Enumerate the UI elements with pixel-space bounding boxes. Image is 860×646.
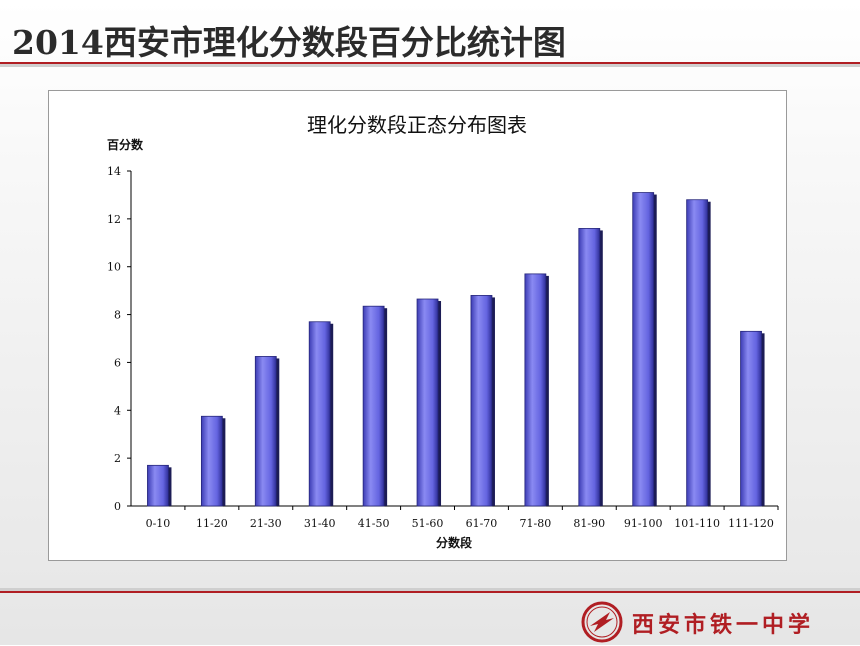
- x-tick-label: 11-20: [196, 517, 228, 530]
- x-axis-label: 分数段: [436, 535, 473, 550]
- slide-title: 2014西安市理化分数段百分比统计图: [12, 23, 566, 62]
- x-tick-label: 71-80: [520, 517, 552, 530]
- x-tick-label: 51-60: [412, 517, 444, 530]
- bar-61-70: [470, 295, 493, 507]
- chart-title: 理化分数段正态分布图表: [307, 113, 527, 137]
- y-tick-label: 12: [107, 213, 121, 226]
- y-tick-labels: 0 2 4 6 8 10 12 14: [107, 165, 121, 513]
- bar-51-60: [416, 298, 439, 507]
- x-tick-label: 91-100: [624, 517, 663, 530]
- footer-divider-grey: [0, 588, 860, 591]
- chart-bars: [147, 192, 765, 507]
- y-tick-label: 2: [114, 452, 121, 465]
- x-tick-label: 81-90: [573, 517, 605, 530]
- title-divider-grey: [0, 64, 860, 67]
- footer: 西安市铁一中学: [580, 598, 850, 646]
- title-divider-red: [0, 62, 860, 64]
- bar-111-120: [740, 330, 762, 507]
- bar-101-110: [686, 199, 709, 507]
- x-tick-label: 21-30: [250, 517, 282, 530]
- y-tick-label: 0: [114, 500, 121, 513]
- bar-11-20: [200, 415, 223, 507]
- bar-31-40: [308, 321, 331, 507]
- y-tick-label: 8: [114, 309, 121, 322]
- y-axis-label: 百分数: [107, 137, 144, 152]
- school-emblem-icon: [581, 601, 623, 643]
- x-tick-label: 0-10: [146, 517, 171, 530]
- x-tick-labels: 0-10 11-20 21-30 31-40 41-50 51-60 61-70 71-80 8…: [146, 517, 774, 530]
- y-tick-label: 6: [114, 356, 121, 369]
- bar-21-30: [254, 356, 277, 507]
- chart-panel: 理化分数段正态分布图表 百分数 分数段 0 2 4 6 8 10 12 14 0-10 11-2…: [48, 90, 787, 561]
- bar-chart: 理化分数段正态分布图表 百分数 分数段 0 2 4 6 8 10 12 14 0-10 11-2…: [107, 113, 779, 550]
- chart-axes: [127, 170, 779, 510]
- bar-41-50: [362, 305, 385, 507]
- x-tick-label: 61-70: [466, 517, 498, 530]
- x-tick-label: 101-110: [674, 517, 720, 530]
- bar-81-90: [578, 228, 601, 507]
- footer-divider-red: [0, 591, 860, 593]
- school-name: 西安市铁一中学: [632, 612, 815, 638]
- x-tick-label: 111-120: [728, 517, 774, 530]
- x-tick-label: 31-40: [304, 517, 336, 530]
- y-tick-label: 4: [114, 404, 121, 417]
- bar-0-10: [147, 464, 169, 507]
- y-tick-label: 10: [107, 261, 121, 274]
- y-tick-label: 14: [107, 165, 121, 178]
- bar-71-80: [524, 273, 547, 507]
- bar-91-100: [632, 192, 655, 507]
- x-tick-label: 41-50: [358, 517, 390, 530]
